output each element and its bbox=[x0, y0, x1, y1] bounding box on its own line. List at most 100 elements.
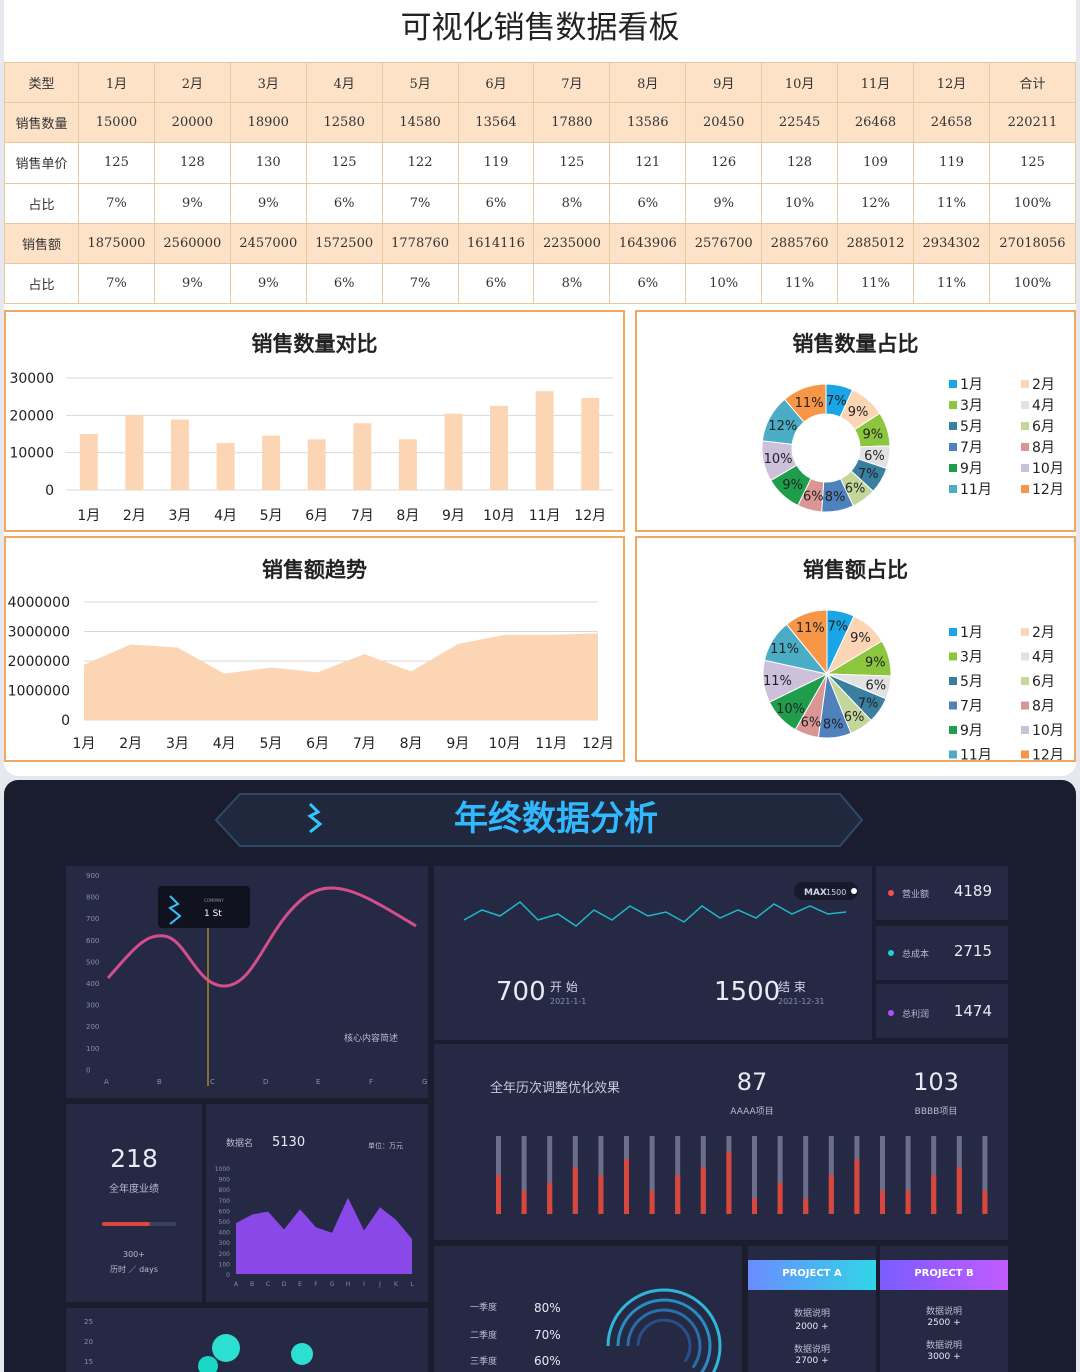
lightning-icon bbox=[307, 802, 323, 834]
project-b-value: 103 bbox=[913, 1068, 959, 1096]
bar bbox=[803, 1198, 809, 1214]
x-tick-label: 1月 bbox=[77, 508, 100, 524]
slice-label: 9% bbox=[782, 478, 803, 493]
table-cell: 10% bbox=[761, 182, 839, 224]
legend-swatch bbox=[1021, 380, 1029, 388]
trend-card: MAX 1500 700 开 始 2021-1-1 1500 结 束 2021-… bbox=[434, 866, 872, 1040]
x-tick-label: F bbox=[369, 1078, 373, 1086]
header-cell: 12月 bbox=[912, 61, 991, 104]
stat-value: 4189 bbox=[953, 882, 992, 900]
bar-track bbox=[803, 1136, 809, 1214]
stat-card-cost: 总成本 2715 bbox=[876, 926, 1008, 980]
sales-dashboard-panel: 可视化销售数据看板 类型 1月 2月 3月 4月 5月 6月 7月 8月 9月 … bbox=[4, 0, 1076, 776]
table-cell: 14580 bbox=[381, 102, 459, 144]
header-cell: 3月 bbox=[229, 61, 307, 104]
x-tick-label: E bbox=[298, 1281, 302, 1288]
x-tick-label: G bbox=[422, 1078, 427, 1086]
y-tick-label: 600 bbox=[86, 937, 99, 945]
trend-line bbox=[463, 901, 847, 927]
x-tick-label: 12月 bbox=[574, 508, 606, 524]
bar bbox=[216, 443, 235, 490]
legend-label: 11月 bbox=[960, 482, 992, 498]
table-cell: 12580 bbox=[305, 102, 383, 144]
table-cell: 6% bbox=[457, 182, 535, 224]
lightning-icon bbox=[168, 895, 182, 925]
legend-swatch bbox=[1021, 726, 1029, 734]
y-tick-label: 900 bbox=[86, 872, 99, 880]
legend-swatch bbox=[1021, 464, 1029, 472]
x-tick-label: 2月 bbox=[123, 508, 146, 524]
max-dot bbox=[851, 888, 857, 894]
slice-label: 10% bbox=[764, 452, 793, 467]
y-tick-label: 20000 bbox=[9, 408, 54, 424]
bubble bbox=[291, 1343, 313, 1365]
slice-label: 7% bbox=[826, 394, 847, 409]
legend-swatch bbox=[949, 677, 957, 685]
start-value: 700 bbox=[496, 977, 546, 1007]
y-tick-label: 800 bbox=[219, 1187, 231, 1194]
y-tick-label: 500 bbox=[219, 1219, 231, 1226]
table-cell: 1875000 bbox=[78, 222, 155, 264]
slice-label: 6% bbox=[844, 710, 865, 725]
table-cell: 2885012 bbox=[837, 222, 914, 264]
x-tick-label: B bbox=[250, 1281, 254, 1288]
x-tick-label: K bbox=[394, 1281, 399, 1288]
start-date: 2021-1-1 bbox=[550, 997, 586, 1006]
profit-dot bbox=[888, 1010, 894, 1016]
bar bbox=[535, 391, 554, 490]
legend-label: 6月 bbox=[1032, 419, 1055, 435]
x-tick-label: J bbox=[378, 1281, 381, 1288]
y-tick-label: 100 bbox=[219, 1261, 231, 1268]
qty-bar-panel: 销售数量对比 30000 20000 10000 0 1月 2月 3月 4月 5月 6月 7月 8月 9… bbox=[4, 310, 625, 532]
y-tick-label: 0 bbox=[226, 1272, 230, 1279]
legend-swatch bbox=[949, 485, 957, 493]
y-tick-label: 900 bbox=[219, 1177, 231, 1184]
table-cell: 128 bbox=[153, 142, 231, 184]
y-tick-label: 4000000 bbox=[8, 595, 70, 611]
slice-label: 8% bbox=[825, 490, 846, 505]
bar bbox=[777, 1182, 783, 1214]
dashboard-banner: 年终数据分析 bbox=[214, 793, 864, 847]
kpi-progress-track bbox=[102, 1222, 176, 1226]
bar bbox=[307, 439, 326, 490]
legend-swatch bbox=[1021, 750, 1029, 759]
project-a-value: 87 bbox=[737, 1068, 768, 1096]
x-tick-label: 4月 bbox=[214, 508, 237, 524]
table-cell: 2235000 bbox=[533, 222, 611, 264]
table-cell: 9% bbox=[229, 182, 307, 224]
x-tick-label: 9月 bbox=[446, 736, 469, 752]
table-cell: 占比 bbox=[4, 182, 79, 224]
data-value: 2500 + bbox=[927, 1318, 961, 1328]
table-cell: 占比 bbox=[4, 262, 79, 305]
legend-label: 3月 bbox=[960, 398, 983, 414]
legend-swatch bbox=[949, 701, 957, 710]
stat-card-profit: 总利润 1474 bbox=[876, 984, 1008, 1038]
bar bbox=[700, 1167, 706, 1214]
table-cell: 销售额 bbox=[4, 222, 79, 264]
x-tick-label: C bbox=[266, 1281, 270, 1288]
table-cell: 8% bbox=[533, 262, 611, 305]
stat-value: 2715 bbox=[953, 942, 992, 960]
chart-title: 销售数量占比 bbox=[792, 332, 919, 356]
x-tick-label: A bbox=[234, 1281, 239, 1288]
table-cell: 2885760 bbox=[761, 222, 839, 264]
year-end-dashboard: 年终数据分析 900 800 700 600 500 400 300 200 100 0 A B C D E… bbox=[4, 780, 1076, 1372]
chart-title: 销售额趋势 bbox=[262, 558, 367, 582]
header-cell: 6月 bbox=[457, 61, 535, 104]
header-cell: 类型 bbox=[4, 61, 79, 104]
y-tick-label: 700 bbox=[219, 1198, 231, 1205]
y-tick-label: 700 bbox=[86, 915, 99, 923]
slice-label: 6% bbox=[845, 481, 866, 496]
bar-track bbox=[521, 1136, 527, 1214]
table-cell: 7% bbox=[381, 262, 459, 305]
bar bbox=[444, 413, 463, 490]
legend-swatch bbox=[949, 464, 957, 472]
bar bbox=[905, 1190, 911, 1214]
x-tick-label: 5月 bbox=[259, 736, 282, 752]
header-cell: 5月 bbox=[381, 61, 459, 104]
stat-label: 营业额 bbox=[902, 890, 930, 900]
legend-swatch bbox=[1021, 422, 1029, 430]
x-tick-label: D bbox=[263, 1078, 268, 1086]
x-tick-label: 8月 bbox=[400, 736, 423, 752]
table-cell: 27018056 bbox=[989, 222, 1076, 264]
